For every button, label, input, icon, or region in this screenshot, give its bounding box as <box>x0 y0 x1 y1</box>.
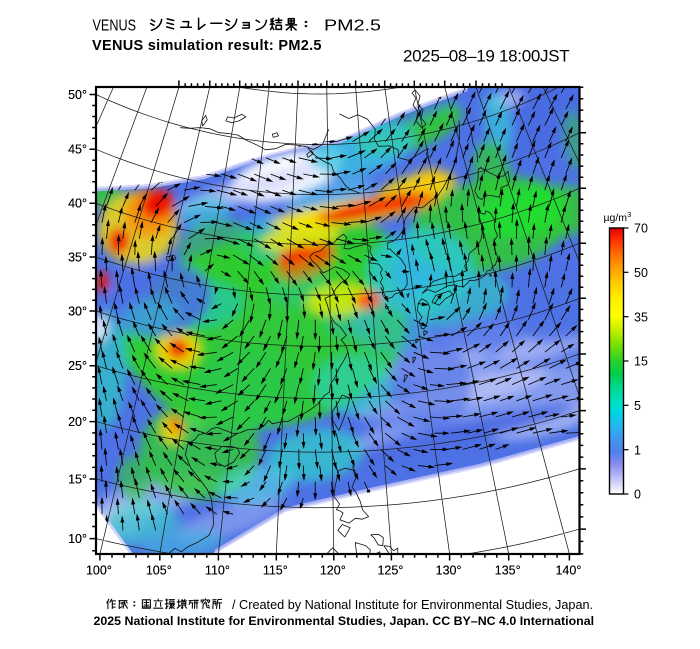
svg-text:125°: 125° <box>377 564 403 578</box>
svg-text:70: 70 <box>634 222 648 236</box>
svg-text:110°: 110° <box>205 564 230 578</box>
svg-text:110°: 110° <box>205 564 230 578</box>
svg-text:105°: 105° <box>146 564 172 578</box>
svg-text:35: 35 <box>634 310 648 324</box>
svg-text:40°: 40° <box>68 197 87 211</box>
svg-text:125°: 125° <box>377 564 403 578</box>
svg-text:50: 50 <box>634 266 648 280</box>
svg-text:25°: 25° <box>68 359 87 373</box>
svg-text:10°: 10° <box>68 532 87 546</box>
svg-text:120°: 120° <box>320 564 346 578</box>
svg-text:50°: 50° <box>68 88 87 102</box>
svg-text:20°: 20° <box>68 415 87 429</box>
svg-text:30°: 30° <box>68 304 87 318</box>
svg-text:140°: 140° <box>555 564 581 578</box>
svg-text:1: 1 <box>634 443 641 457</box>
svg-text:45°: 45° <box>68 143 87 157</box>
svg-text:120°: 120° <box>320 564 346 578</box>
svg-text:135°: 135° <box>495 564 521 578</box>
svg-text:45°: 45° <box>68 143 87 157</box>
svg-text:5: 5 <box>634 399 641 413</box>
svg-text:35°: 35° <box>68 250 87 264</box>
svg-text:/ Created by National Institut: / Created by National Institute for Envi… <box>232 598 593 612</box>
svg-text:2025–08–19 18:00JST: 2025–08–19 18:00JST <box>403 47 569 66</box>
svg-text:50°: 50° <box>68 88 87 102</box>
svg-text:10°: 10° <box>68 532 87 546</box>
svg-text:VENUS simulation result: PM2.5: VENUS simulation result: PM2.5 <box>92 38 322 54</box>
svg-text:115°: 115° <box>263 564 288 578</box>
svg-text:µg/m3: µg/m3 <box>604 210 632 224</box>
svg-text:130°: 130° <box>436 564 462 578</box>
svg-text:2025 National Institute for En: 2025 National Institute for Environmenta… <box>94 614 595 628</box>
svg-text:35°: 35° <box>68 250 87 264</box>
svg-text:15°: 15° <box>68 472 87 486</box>
svg-text:15: 15 <box>634 355 648 369</box>
svg-text:30°: 30° <box>68 304 87 318</box>
svg-text:130°: 130° <box>436 564 462 578</box>
svg-text:0: 0 <box>634 488 641 502</box>
svg-text:115°: 115° <box>263 564 288 578</box>
svg-text:105°: 105° <box>146 564 172 578</box>
svg-text:VENUS: VENUS <box>93 18 137 35</box>
svg-text:135°: 135° <box>495 564 521 578</box>
svg-text:140°: 140° <box>555 564 581 578</box>
svg-text:PM2.5: PM2.5 <box>324 18 381 35</box>
svg-text:25°: 25° <box>68 359 87 373</box>
svg-text:20°: 20° <box>68 415 87 429</box>
svg-text:100°: 100° <box>86 564 112 578</box>
svg-text:100°: 100° <box>86 564 112 578</box>
svg-text:40°: 40° <box>68 197 87 211</box>
svg-text:15°: 15° <box>68 472 87 486</box>
